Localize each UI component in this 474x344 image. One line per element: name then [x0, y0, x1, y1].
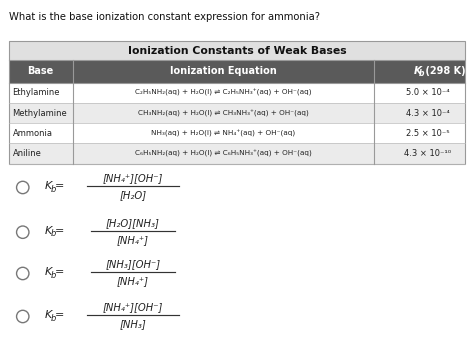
Bar [9, 60, 465, 83]
Text: C₆H₅NH₂(aq) + H₂O(l) ⇌ C₆H₅NH₃⁺(aq) + OH⁻(aq): C₆H₅NH₂(aq) + H₂O(l) ⇌ C₆H₅NH₃⁺(aq) + OH… [135, 150, 311, 157]
Bar [9, 123, 465, 143]
Text: [H₂O][NH₃]: [H₂O][NH₃] [106, 218, 160, 228]
Text: =: = [55, 267, 64, 277]
Text: [NH₄⁺][OH⁻]: [NH₄⁺][OH⁻] [102, 173, 163, 183]
Text: =: = [55, 226, 64, 236]
Text: [NH₃]: [NH₃] [119, 319, 146, 329]
Bar [9, 143, 465, 164]
Text: =: = [55, 181, 64, 191]
Text: Ionization Equation: Ionization Equation [170, 66, 276, 76]
Text: Aniline: Aniline [12, 149, 41, 158]
Text: 5.0 × 10⁻⁴: 5.0 × 10⁻⁴ [406, 88, 450, 97]
Text: b: b [51, 185, 56, 194]
Text: Ionization Constants of Weak Bases: Ionization Constants of Weak Bases [128, 46, 346, 56]
Text: NH₃(aq) + H₂O(l) ⇌ NH₄⁺(aq) + OH⁻(aq): NH₃(aq) + H₂O(l) ⇌ NH₄⁺(aq) + OH⁻(aq) [151, 130, 295, 137]
Text: 2.5 × 10⁻⁵: 2.5 × 10⁻⁵ [406, 129, 450, 138]
Bar [9, 41, 465, 60]
Bar [9, 41, 465, 164]
Text: [H₂O]: [H₂O] [119, 190, 146, 200]
Text: What is the base ionization constant expression for ammonia?: What is the base ionization constant exp… [9, 12, 320, 22]
Text: (298 K): (298 K) [422, 66, 465, 76]
Text: b: b [51, 314, 56, 323]
Text: K: K [45, 226, 52, 236]
Text: =: = [55, 310, 64, 320]
Text: K: K [414, 66, 422, 76]
Text: Ammonia: Ammonia [12, 129, 53, 138]
Text: K: K [45, 181, 52, 191]
Text: CH₃NH₂(aq) + H₂O(l) ⇌ CH₃NH₃⁺(aq) + OH⁻(aq): CH₃NH₂(aq) + H₂O(l) ⇌ CH₃NH₃⁺(aq) + OH⁻(… [137, 109, 309, 117]
Text: C₂H₅NH₂(aq) + H₂O(l) ⇌ C₂H₅NH₃⁺(aq) + OH⁻(aq): C₂H₅NH₂(aq) + H₂O(l) ⇌ C₂H₅NH₃⁺(aq) + OH… [135, 89, 311, 96]
Text: Ethylamine: Ethylamine [12, 88, 60, 97]
Text: 4.3 × 10⁻⁴: 4.3 × 10⁻⁴ [406, 108, 450, 118]
Text: [NH₄⁺]: [NH₄⁺] [117, 235, 149, 245]
Bar [9, 103, 465, 123]
Text: Base: Base [27, 66, 54, 76]
Text: K: K [45, 267, 52, 277]
Text: 4.3 × 10⁻¹⁰: 4.3 × 10⁻¹⁰ [404, 149, 452, 158]
Text: [NH₃][OH⁻]: [NH₃][OH⁻] [105, 259, 160, 269]
Text: [NH₄⁺]: [NH₄⁺] [117, 276, 149, 286]
Text: K: K [45, 310, 52, 320]
Text: Methylamine: Methylamine [12, 108, 67, 118]
Bar [9, 83, 465, 103]
Text: [NH₄⁺][OH⁻]: [NH₄⁺][OH⁻] [102, 302, 163, 312]
Text: b: b [419, 69, 425, 78]
Text: b: b [51, 229, 56, 238]
Text: b: b [51, 271, 56, 280]
